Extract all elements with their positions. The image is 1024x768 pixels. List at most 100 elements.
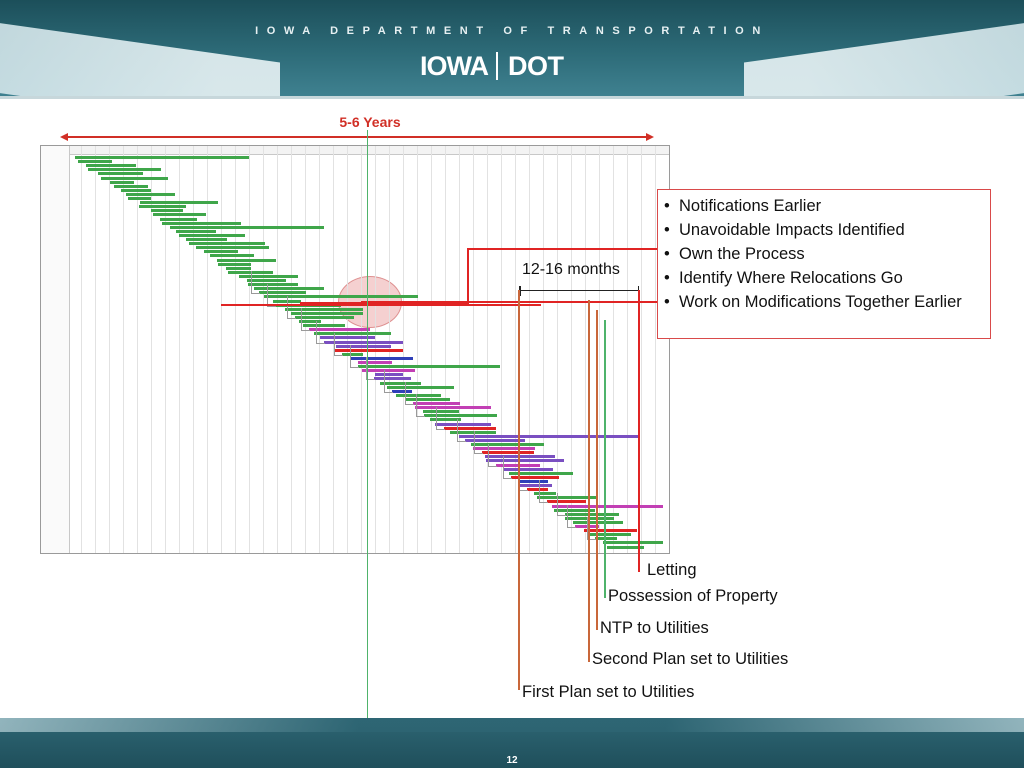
- gantt-task-bar: [128, 197, 152, 200]
- gantt-dependency-line: [519, 468, 529, 492]
- gantt-task-bar: [357, 365, 501, 369]
- gantt-task-bar: [534, 492, 557, 496]
- note-item: Own the Process: [664, 242, 990, 266]
- gantt-task-bar: [178, 233, 245, 237]
- gantt-gridline: [459, 146, 460, 553]
- gantt-task-bar: [374, 373, 404, 377]
- gantt-gridline: [319, 146, 320, 553]
- gantt-task-bar: [228, 270, 273, 274]
- gantt-dependency-line: [567, 505, 577, 528]
- gantt-task-bar: [77, 160, 113, 164]
- gantt-task-bar: [424, 414, 498, 418]
- milestone-possession: Possession of Property: [608, 587, 778, 605]
- gantt-task-bar: [351, 356, 413, 360]
- milestone-first-plan: First Plan set to Utilities: [522, 683, 695, 701]
- years-label: 5-6 Years: [339, 114, 401, 130]
- stem-possession: [604, 320, 606, 598]
- gantt-task-bar: [125, 192, 176, 196]
- gantt-task-bar: [510, 475, 559, 479]
- gantt-task-bar: [584, 529, 638, 533]
- gantt-dependency-line: [301, 308, 311, 332]
- gantt-task-bar: [509, 471, 573, 475]
- gantt-task-bar: [547, 500, 586, 504]
- leader-line-horizontal: [300, 302, 468, 304]
- gantt-gridline: [333, 146, 334, 553]
- gantt-task-bar: [303, 324, 345, 328]
- gantt-task-bar: [587, 533, 632, 537]
- page-number: 12: [506, 755, 518, 766]
- gantt-gridline: [137, 146, 138, 553]
- gantt-gridline: [571, 146, 572, 553]
- gantt-task-bar: [253, 287, 324, 291]
- gantt-task-bar: [554, 508, 595, 512]
- gantt-gridline: [235, 146, 236, 553]
- gantt-dependency-line: [383, 369, 393, 393]
- gantt-gridline: [543, 146, 544, 553]
- gantt-task-bar: [357, 361, 392, 364]
- gantt-task-bar: [309, 328, 371, 332]
- note-item: Unavoidable Impacts Identified: [664, 218, 990, 242]
- gantt-dependency-line: [586, 517, 596, 541]
- gantt-task-bar: [470, 443, 544, 446]
- gantt-gridline: [585, 146, 586, 553]
- gantt-dependency-line: [557, 492, 567, 516]
- gantt-id-column: [41, 146, 70, 553]
- years-arrow-shaft: [66, 136, 648, 138]
- gantt-gridline: [417, 146, 418, 553]
- gantt-task-bar: [238, 274, 298, 278]
- gantt-gridline: [249, 146, 250, 553]
- months-label: 12-16 months: [522, 261, 620, 278]
- logo-divider: [496, 52, 498, 80]
- gantt-task-bar: [176, 229, 216, 233]
- gantt-gridline: [403, 146, 404, 553]
- gantt-task-bar: [520, 484, 553, 487]
- gantt-dependency-line: [287, 295, 297, 319]
- gantt-task-bar: [396, 393, 441, 397]
- header-banner: IOWA DEPARTMENT OF TRANSPORTATION IOWA D…: [0, 0, 1024, 96]
- gantt-task-bar: [152, 213, 206, 217]
- gantt-dependency-line: [435, 406, 445, 430]
- note-item: Notifications Earlier: [664, 194, 990, 218]
- gantt-task-bar: [391, 389, 412, 393]
- gantt-task-bar: [423, 410, 460, 414]
- gantt-dependency-line: [502, 455, 512, 479]
- gantt-task-bar: [272, 299, 301, 303]
- gantt-task-bar: [537, 496, 597, 500]
- gantt-task-bar: [295, 315, 354, 319]
- gantt-task-bar: [139, 205, 186, 209]
- gantt-task-bar: [189, 242, 265, 246]
- gantt-gridline: [473, 146, 474, 553]
- gantt-gridline: [515, 146, 516, 553]
- gantt-schedule-image: [40, 145, 670, 554]
- gantt-task-bar: [299, 320, 321, 323]
- gantt-task-bar: [379, 381, 421, 385]
- gantt-task-bar: [527, 488, 549, 492]
- milestone-second-plan: Second Plan set to Utilities: [592, 650, 789, 668]
- gantt-task-bar: [263, 295, 418, 299]
- gantt-gridline: [263, 146, 264, 553]
- gantt-task-bar: [464, 438, 526, 442]
- gantt-task-bar: [373, 377, 411, 381]
- leader-line-to-box: [467, 248, 657, 250]
- gantt-task-bar: [603, 541, 663, 545]
- gantt-gridline: [599, 146, 600, 553]
- gantt-task-bar: [518, 479, 548, 483]
- current-time-line: [367, 130, 368, 727]
- logo-iowa-mark: IOWA: [420, 50, 489, 81]
- gantt-task-bar: [161, 221, 242, 225]
- notes-list: Notifications Earlier Unavoidable Impact…: [658, 190, 990, 314]
- gantt-task-bar: [185, 238, 227, 241]
- gantt-gridline: [109, 146, 110, 553]
- gantt-task-bar: [285, 307, 364, 311]
- logo-dot-text: DOT: [508, 50, 564, 81]
- gantt-dependency-line: [266, 283, 276, 307]
- gantt-task-bar: [196, 246, 270, 250]
- gantt-task-bar: [217, 258, 277, 262]
- gantt-gridline: [81, 146, 82, 553]
- gantt-task-bar: [429, 418, 462, 422]
- gantt-dependency-line: [349, 345, 359, 369]
- gantt-task-bar: [169, 225, 324, 229]
- gantt-task-bar: [151, 209, 183, 213]
- gantt-task-bar: [486, 459, 565, 463]
- stem-first-plan: [518, 290, 520, 690]
